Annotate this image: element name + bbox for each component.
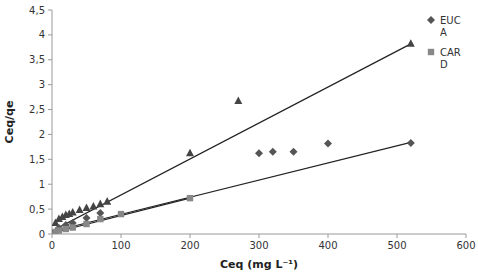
tick bbox=[190, 234, 191, 238]
point bbox=[56, 227, 62, 233]
tick bbox=[48, 184, 52, 185]
x-axis: 0 100 200 300 400 500 600 bbox=[49, 234, 476, 251]
x-label: Ceq (mg L⁻¹) bbox=[220, 258, 298, 271]
point bbox=[255, 149, 263, 157]
tick bbox=[48, 209, 52, 210]
trend-line bbox=[52, 44, 411, 231]
point bbox=[269, 148, 277, 156]
tick-label: 0 bbox=[49, 240, 55, 251]
tick-label: 0 bbox=[39, 229, 45, 240]
point bbox=[96, 200, 104, 208]
tick-label: 200 bbox=[180, 240, 199, 251]
tick bbox=[48, 34, 52, 35]
tick bbox=[52, 234, 53, 238]
point bbox=[186, 149, 194, 157]
tick bbox=[466, 234, 467, 238]
tick bbox=[328, 234, 329, 238]
tick-label: 300 bbox=[249, 240, 268, 251]
tick bbox=[48, 10, 52, 11]
legend-label: EUCA bbox=[440, 15, 461, 38]
point bbox=[97, 216, 103, 222]
tick-label: 600 bbox=[456, 240, 475, 251]
point bbox=[407, 39, 415, 47]
point bbox=[83, 204, 91, 212]
tick-label: 1 bbox=[39, 179, 45, 190]
tick-label: 3 bbox=[39, 79, 45, 90]
chart: 0 100 200 300 400 500 600 0 0,5 1 1,5 2 2,5 3 3,5 4 4,5 C… bbox=[0, 0, 478, 274]
point bbox=[290, 148, 298, 156]
tick-label: 3,5 bbox=[29, 54, 45, 65]
tick-label: 4,5 bbox=[29, 5, 45, 16]
plot-area bbox=[52, 39, 415, 234]
legend-item: CARD bbox=[428, 47, 461, 70]
point bbox=[63, 226, 69, 232]
tick bbox=[48, 159, 52, 160]
y-axis: 0 0,5 1 1,5 2 2,5 3 3,5 4 4,5 bbox=[29, 5, 52, 240]
tick bbox=[259, 234, 260, 238]
point bbox=[83, 221, 89, 227]
tick-label: 400 bbox=[318, 240, 337, 251]
point bbox=[324, 139, 332, 147]
point bbox=[234, 96, 242, 104]
tick bbox=[48, 59, 52, 60]
point bbox=[70, 224, 76, 230]
tick-label: 2 bbox=[39, 129, 45, 140]
point bbox=[187, 195, 193, 201]
trend-line bbox=[52, 198, 190, 233]
point bbox=[103, 197, 111, 205]
trend-line bbox=[52, 142, 411, 231]
tick bbox=[397, 234, 398, 238]
point bbox=[118, 211, 124, 217]
tick-label: 4 bbox=[39, 29, 45, 40]
point bbox=[407, 139, 415, 147]
legend-marker bbox=[427, 16, 435, 24]
legend-marker bbox=[428, 49, 434, 55]
tick bbox=[121, 234, 122, 238]
tick-label: 0,5 bbox=[29, 204, 45, 215]
tick bbox=[48, 134, 52, 135]
y-label: Ceq/qe bbox=[3, 101, 16, 144]
tick bbox=[48, 109, 52, 110]
axis-line bbox=[52, 10, 53, 234]
tick-label: 1,5 bbox=[29, 154, 45, 165]
legend-label: CARD bbox=[440, 47, 461, 70]
tick bbox=[48, 234, 52, 235]
tick-label: 500 bbox=[387, 240, 406, 251]
legend-item: EUCA bbox=[427, 15, 461, 38]
legend: EUCA CARD bbox=[427, 15, 461, 70]
axis-line bbox=[52, 234, 466, 235]
tick-label: 100 bbox=[111, 240, 130, 251]
point bbox=[69, 208, 77, 216]
point bbox=[76, 206, 84, 214]
tick-label: 2,5 bbox=[29, 104, 45, 115]
tick bbox=[48, 84, 52, 85]
point bbox=[89, 202, 97, 210]
